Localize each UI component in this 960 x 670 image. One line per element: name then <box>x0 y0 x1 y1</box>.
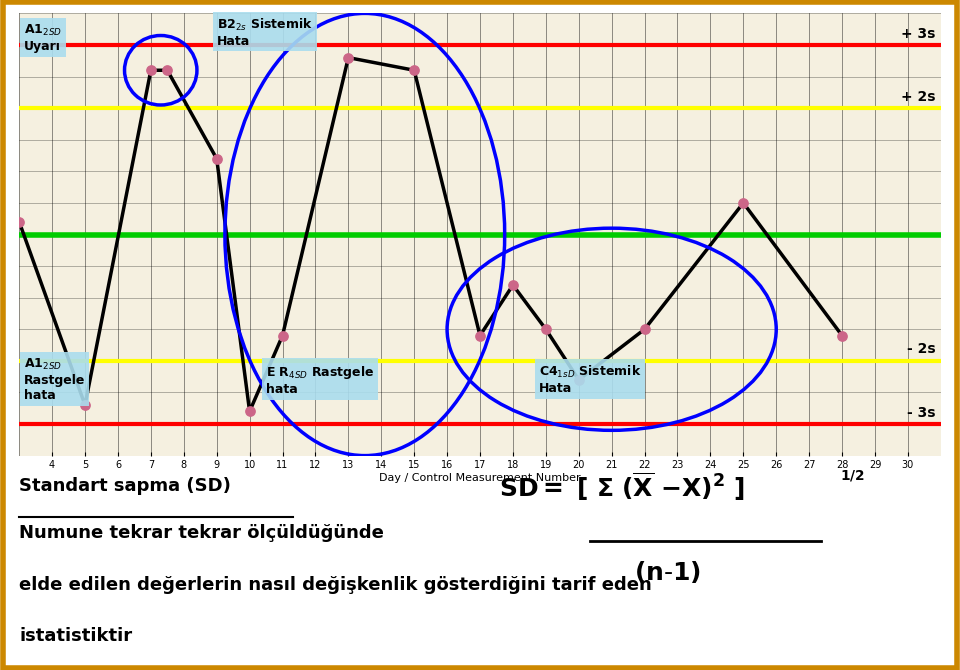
Point <box>287 513 299 521</box>
Point <box>505 279 520 290</box>
Text: $\mathbf{SD=\ [\ \Sigma\ (\overline{X}\ \mathbf{-X})^{2}\ ]\ }$: $\mathbf{SD=\ [\ \Sigma\ (\overline{X}\ … <box>499 470 744 502</box>
Point <box>143 65 158 76</box>
Text: Standart sapma (SD): Standart sapma (SD) <box>19 477 231 495</box>
Point <box>571 375 587 385</box>
Text: Numune tekrar tekrar ölçüldüğünde: Numune tekrar tekrar ölçüldüğünde <box>19 524 384 542</box>
Point <box>585 537 596 545</box>
Text: - 3s: - 3s <box>907 405 936 419</box>
Text: + 2s: + 2s <box>901 90 936 104</box>
X-axis label: Day / Control Measurement Number: Day / Control Measurement Number <box>379 473 581 483</box>
Text: - 2s: - 2s <box>907 342 936 356</box>
Point <box>636 324 652 334</box>
Text: $\mathbf{(n\text{-}1)}$: $\mathbf{(n\text{-}1)}$ <box>634 559 701 584</box>
Point <box>539 324 554 334</box>
Text: E R$_{4SD}$ Rastgele
hata: E R$_{4SD}$ Rastgele hata <box>266 364 374 396</box>
Point <box>209 153 225 164</box>
Point <box>13 513 25 521</box>
Text: B2$_{2s}$ Sistemik
Hata: B2$_{2s}$ Sistemik Hata <box>217 17 313 48</box>
Point <box>834 330 850 341</box>
Point <box>78 400 93 411</box>
Point <box>472 330 488 341</box>
Point <box>341 52 356 63</box>
Point <box>815 537 827 545</box>
Text: elde edilen değerlerin nasıl değişkenlik gösterdiğini tarif eden: elde edilen değerlerin nasıl değişkenlik… <box>19 576 652 594</box>
Point <box>406 65 421 76</box>
Text: C4$_{1sD}$ Sistemik
Hata: C4$_{1sD}$ Sistemik Hata <box>540 364 641 395</box>
Point <box>159 65 175 76</box>
Point <box>275 330 290 341</box>
Text: A1$_{2SD}$
Uyarı: A1$_{2SD}$ Uyarı <box>24 23 62 53</box>
Text: $\mathbf{^{1/2}}$: $\mathbf{^{1/2}}$ <box>840 470 865 490</box>
Text: + 3s: + 3s <box>901 27 936 41</box>
Point <box>12 216 27 227</box>
Point <box>242 406 257 417</box>
Text: istatistiktir: istatistiktir <box>19 627 132 645</box>
Point <box>735 198 751 208</box>
Text: A1$_{2SD}$
Rastgele
hata: A1$_{2SD}$ Rastgele hata <box>24 357 85 403</box>
